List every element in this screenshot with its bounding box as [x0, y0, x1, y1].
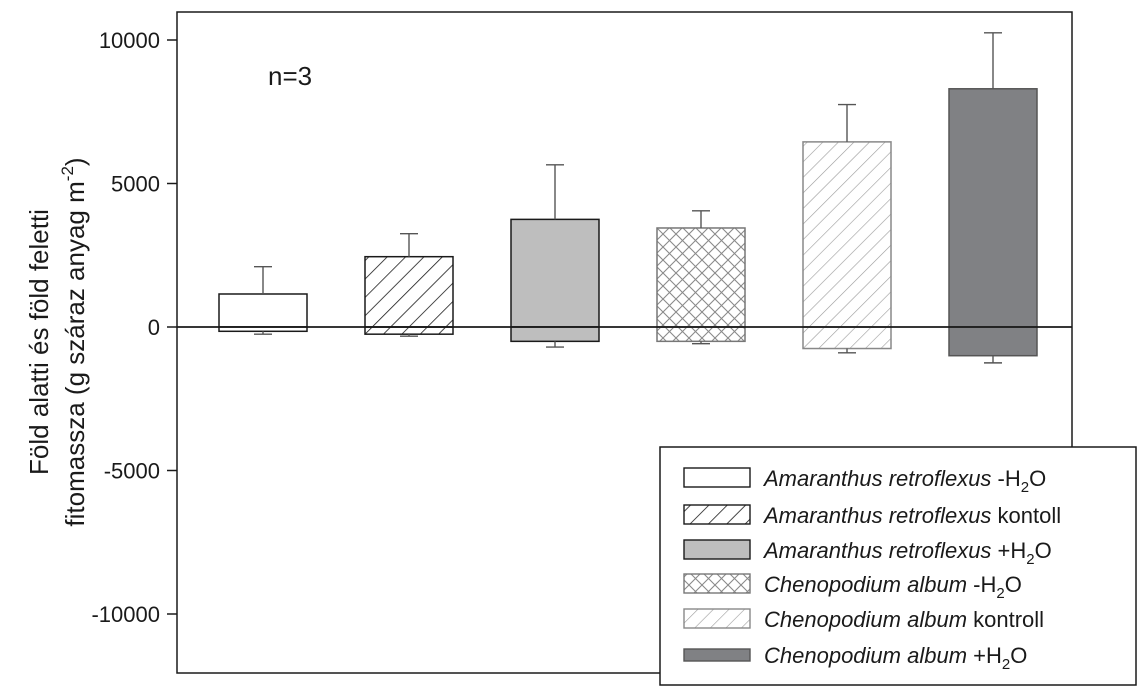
y-tick-label: 0 [148, 315, 160, 340]
legend-treatment: +H [967, 643, 1002, 668]
y-axis-title-line2: fitomassza (g száraz anyag m [60, 181, 90, 526]
sample-size-annotation: n=3 [268, 61, 312, 91]
legend-swatch [683, 504, 751, 525]
bar-below [510, 326, 600, 343]
y-axis-title: Föld alatti és föld feletti [24, 209, 54, 475]
legend-species: Chenopodium album [764, 643, 967, 668]
y-axis: 10000 5000 0 -5000 -10000 [91, 28, 177, 627]
bar-above [948, 88, 1038, 328]
bar-above [364, 255, 454, 328]
plot-area [176, 11, 1073, 674]
bar-below [802, 326, 892, 350]
bar-above [218, 293, 308, 328]
y-axis-title-superscript: -2 [58, 166, 77, 181]
legend-label: Chenopodium album -H2O [764, 572, 1022, 602]
y-tick-label: 5000 [111, 172, 160, 197]
legend-treatment-end: O [1029, 466, 1046, 491]
legend-subscript: 2 [1021, 479, 1029, 496]
legend-swatch [683, 467, 751, 488]
legend-treatment-end: O [1010, 643, 1027, 668]
y-axis-title-close: ) [60, 157, 90, 166]
legend-subscript: 2 [1026, 551, 1034, 568]
bar-above [510, 218, 600, 328]
legend-label: Chenopodium album kontroll [764, 607, 1044, 632]
legend-subscript: 2 [996, 585, 1004, 602]
legend-label: Amaranthus retroflexus -H2O [762, 466, 1046, 496]
bars-group [218, 32, 1038, 364]
bar-above [656, 227, 746, 328]
legend-subscript: 2 [1002, 656, 1010, 673]
legend-treatment: kontroll [967, 607, 1044, 632]
bar-below [656, 326, 746, 343]
legend-label: Amaranthus retroflexus kontoll [762, 503, 1061, 528]
bar-above [802, 141, 892, 328]
y-tick-label: 10000 [99, 28, 160, 53]
legend-treatment: -H [967, 572, 996, 597]
y-tick-label: -5000 [104, 459, 160, 484]
legend-species: Chenopodium album [764, 572, 967, 597]
bar-below [948, 326, 1038, 357]
legend-species: Chenopodium album [764, 607, 967, 632]
legend-swatch [683, 573, 751, 594]
legend-species: Amaranthus retroflexus [762, 538, 991, 563]
legend-species: Amaranthus retroflexus [762, 466, 991, 491]
legend-treatment-end: O [1005, 572, 1022, 597]
legend-treatment: -H [991, 466, 1020, 491]
legend-species: Amaranthus retroflexus [762, 503, 991, 528]
y-tick-label: -10000 [91, 602, 160, 627]
legend-label: Amaranthus retroflexus +H2O [762, 538, 1052, 568]
legend-treatment-end: O [1035, 538, 1052, 563]
legend-swatch [683, 539, 751, 560]
y-axis-title-2: fitomassza (g száraz anyag m-2) [58, 157, 90, 526]
legend-treatment: kontoll [991, 503, 1061, 528]
bar-below [364, 326, 454, 335]
legend-swatch [683, 648, 751, 662]
legend-swatch [683, 608, 751, 629]
y-axis-title-line1: Föld alatti és föld feletti [24, 209, 54, 475]
legend-treatment: +H [991, 538, 1026, 563]
legend-label: Chenopodium album +H2O [764, 643, 1027, 673]
